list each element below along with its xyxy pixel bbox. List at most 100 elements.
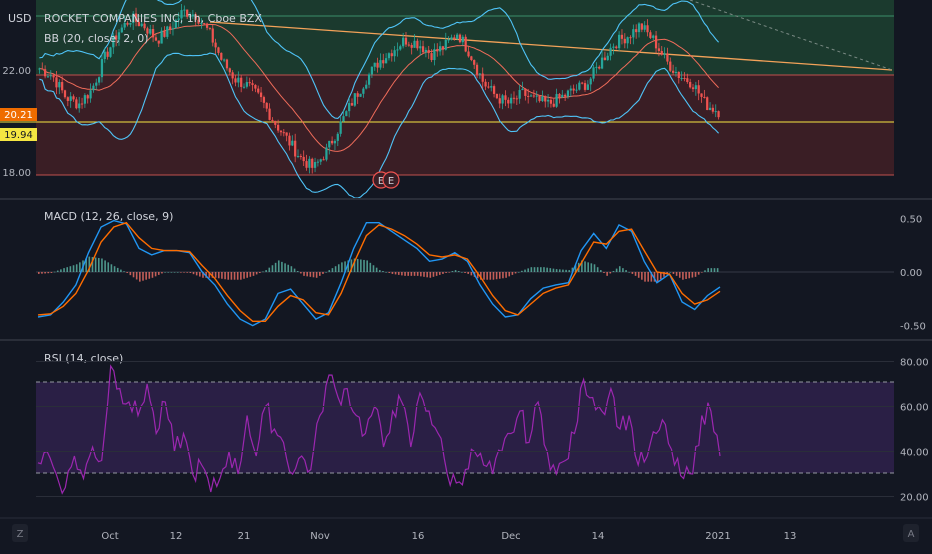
macd-histogram-bar — [107, 262, 110, 272]
candle-body — [504, 95, 507, 100]
macd-histogram-bar — [356, 258, 359, 272]
macd-histogram-bar — [596, 267, 599, 272]
zone-red — [36, 75, 894, 175]
candle-body — [478, 73, 481, 75]
macd-histogram-bar — [685, 272, 687, 279]
candle-body — [129, 22, 132, 25]
macd-histogram-bar — [584, 261, 586, 272]
macd-histogram-bar — [360, 259, 362, 272]
candle-body — [211, 28, 214, 43]
candle-body — [180, 10, 183, 19]
rsi-axis[interactable]: 80.00 60.00 40.00 20.00 — [36, 358, 929, 504]
candle-body — [259, 92, 263, 98]
macd-histogram-bar — [574, 265, 577, 272]
candle-body — [305, 161, 308, 168]
macd-histogram-bar — [287, 264, 290, 272]
macd-histogram-bar — [536, 267, 539, 272]
macd-histogram-bar — [587, 262, 589, 272]
macd-histogram-bar — [309, 272, 312, 277]
macd-histogram-bar — [549, 268, 552, 272]
candle-body — [245, 82, 248, 87]
candle-body — [515, 98, 518, 100]
macd-histogram-bar — [60, 269, 62, 272]
candle-body — [578, 82, 581, 90]
candle-body — [498, 98, 501, 104]
macd-histogram-bar — [486, 272, 488, 280]
candle-body — [680, 77, 683, 79]
candle-body — [356, 93, 359, 97]
rsi-band-fill — [36, 382, 894, 473]
auto-scale-button[interactable] — [12, 524, 28, 542]
macd-histogram-bar — [521, 270, 523, 272]
log-scale-button-label: A — [908, 529, 915, 540]
candle-body — [183, 9, 186, 11]
macd-histogram-bar — [72, 265, 75, 272]
candle-body — [546, 99, 550, 102]
price-pane[interactable]: E E ROCKET COMPANIES INC, 1h, Cboe BZX B… — [0, 0, 894, 199]
candle-body — [348, 103, 351, 112]
macd-histogram-bar — [397, 272, 400, 275]
macd-histogram-bar — [644, 272, 646, 282]
macd-histogram-bar — [240, 272, 242, 280]
candle-body — [143, 23, 146, 29]
last-price-badge — [0, 108, 37, 121]
macd-histogram-bar — [50, 272, 53, 273]
level-badge — [0, 128, 37, 141]
candle-body — [470, 56, 473, 61]
candle-body — [257, 88, 260, 93]
macd-histogram-bar — [511, 272, 514, 275]
macd-histogram-bar — [56, 270, 59, 272]
macd-histogram-bar — [675, 272, 678, 276]
candle-body — [38, 68, 41, 70]
macd-histogram-bar — [694, 272, 697, 277]
macd-histogram-bar — [489, 272, 492, 280]
macd-histogram-bar — [420, 272, 422, 277]
macd-histogram-bar — [555, 269, 558, 272]
earnings-marker-2[interactable] — [382, 171, 400, 189]
signal-line — [37, 221, 721, 322]
macd-tick-label: -0.50 — [900, 322, 926, 333]
price-axis[interactable]: 22.00 18.00 — [2, 66, 31, 179]
candle-body — [231, 72, 234, 79]
macd-histogram-bar — [631, 272, 634, 274]
candle-body — [313, 162, 317, 168]
macd-histogram-bar — [227, 272, 230, 280]
bb-upper-band — [39, 0, 720, 119]
candle-body — [271, 119, 274, 121]
macd-line — [37, 219, 721, 327]
macd-histogram-bar — [120, 269, 122, 272]
candle-body — [339, 121, 342, 134]
macd-indicator-label: MACD (12, 26, close, 9) — [44, 210, 173, 223]
candle-body — [419, 46, 422, 49]
candle-body — [228, 68, 231, 73]
candle-body — [353, 93, 356, 106]
macd-histogram-bar — [325, 272, 327, 273]
time-tick-label: 14 — [592, 531, 605, 542]
macd-histogram-bar — [442, 272, 444, 274]
candle-body — [538, 95, 541, 102]
currency-label[interactable]: USD — [8, 12, 32, 25]
macd-histogram-bar — [262, 271, 264, 273]
time-axis[interactable]: Oct 12 21 Nov 16 Dec 14 2021 13 — [101, 531, 796, 542]
macd-histogram-bar — [176, 272, 179, 273]
candle-body — [194, 14, 197, 20]
candle-body — [473, 60, 476, 65]
candle-body — [302, 156, 305, 162]
macd-histogram-bar — [91, 257, 94, 272]
macd-histogram-bar — [590, 263, 593, 272]
rsi-pane[interactable]: RSI (14, close) 80.00 60.00 40.00 20.00 — [36, 352, 929, 504]
candle-body — [649, 32, 652, 38]
candle-body — [524, 88, 527, 96]
log-scale-button[interactable] — [903, 524, 919, 542]
macd-histogram-bar — [558, 269, 561, 272]
macd-pane[interactable]: MACD (12, 26, close, 9) 0.50 0.00 -0.50 — [36, 210, 926, 333]
macd-histogram-bar — [663, 272, 665, 277]
candle-body — [629, 37, 632, 39]
candle-body — [481, 73, 484, 82]
macd-histogram-bar — [498, 272, 501, 279]
candle-body — [66, 97, 69, 101]
time-tick-label: 16 — [412, 531, 425, 542]
macd-axis[interactable]: 0.50 0.00 -0.50 — [900, 214, 926, 332]
candle-body — [296, 155, 300, 157]
macd-histogram-bar — [63, 268, 65, 272]
